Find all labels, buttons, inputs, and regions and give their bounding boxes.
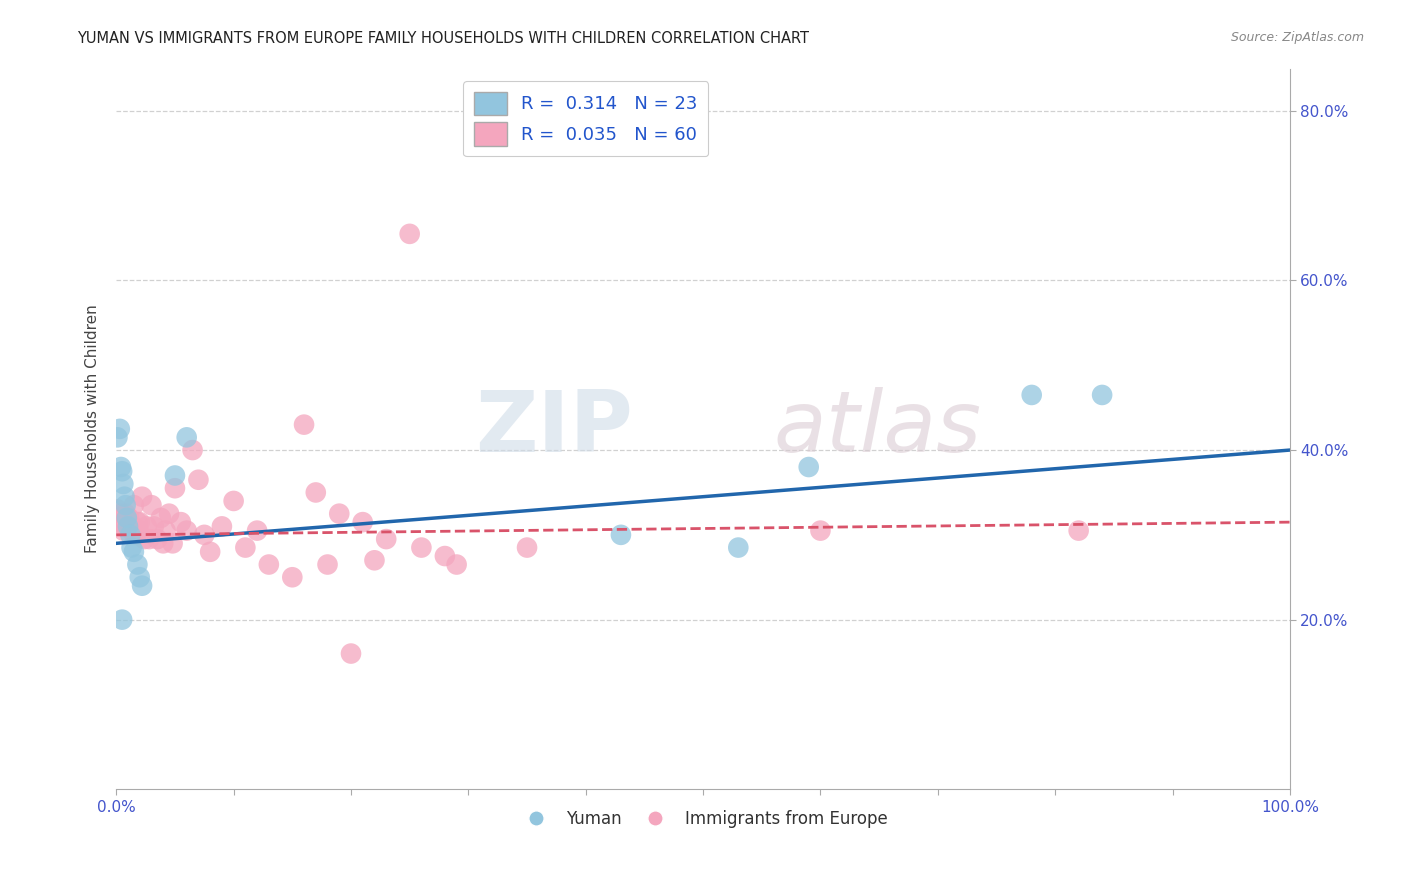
Text: ZIP: ZIP	[475, 387, 633, 470]
Point	[316, 558, 339, 572]
Point	[152, 536, 174, 550]
Point	[257, 558, 280, 572]
Point	[516, 541, 538, 555]
Point	[211, 519, 233, 533]
Point	[292, 417, 315, 432]
Point	[149, 511, 172, 525]
Point	[127, 515, 149, 529]
Point	[433, 549, 456, 563]
Point	[163, 481, 186, 495]
Point	[114, 498, 136, 512]
Point	[187, 473, 209, 487]
Point	[142, 519, 165, 533]
Point	[135, 519, 157, 533]
Point	[121, 541, 143, 555]
Point	[610, 528, 633, 542]
Point	[131, 490, 153, 504]
Point	[118, 511, 141, 525]
Point	[198, 545, 221, 559]
Point	[112, 477, 135, 491]
Point	[138, 532, 160, 546]
Point	[110, 507, 132, 521]
Point	[114, 490, 136, 504]
Point	[375, 532, 398, 546]
Point	[114, 515, 136, 529]
Point	[446, 558, 468, 572]
Point	[122, 498, 145, 512]
Point	[181, 443, 204, 458]
Point	[121, 519, 143, 533]
Point	[124, 524, 146, 538]
Point	[108, 515, 131, 529]
Point	[146, 532, 169, 546]
Point	[128, 524, 150, 538]
Point	[398, 227, 420, 241]
Point	[115, 519, 138, 533]
Point	[222, 494, 245, 508]
Point	[727, 541, 749, 555]
Text: atlas: atlas	[773, 387, 981, 470]
Point	[797, 460, 820, 475]
Point	[120, 519, 142, 533]
Point	[128, 570, 150, 584]
Point	[117, 515, 139, 529]
Point	[134, 532, 156, 546]
Point	[340, 647, 363, 661]
Point	[1091, 388, 1114, 402]
Point	[363, 553, 385, 567]
Point	[122, 545, 145, 559]
Text: YUMAN VS IMMIGRANTS FROM EUROPE FAMILY HOUSEHOLDS WITH CHILDREN CORRELATION CHAR: YUMAN VS IMMIGRANTS FROM EUROPE FAMILY H…	[77, 31, 810, 46]
Point	[107, 430, 129, 444]
Point	[1021, 388, 1043, 402]
Point	[1067, 524, 1090, 538]
Point	[810, 524, 832, 538]
Point	[110, 460, 132, 475]
Point	[121, 524, 143, 538]
Point	[141, 498, 163, 512]
Point	[125, 528, 148, 542]
Point	[112, 524, 135, 538]
Point	[411, 541, 433, 555]
Point	[155, 524, 177, 538]
Point	[246, 524, 269, 538]
Point	[176, 524, 198, 538]
Point	[117, 519, 139, 533]
Point	[111, 464, 134, 478]
Y-axis label: Family Households with Children: Family Households with Children	[86, 304, 100, 553]
Point	[328, 507, 350, 521]
Point	[176, 430, 198, 444]
Point	[115, 511, 138, 525]
Point	[163, 468, 186, 483]
Point	[235, 541, 257, 555]
Legend: Yuman, Immigrants from Europe: Yuman, Immigrants from Europe	[512, 804, 894, 835]
Point	[281, 570, 304, 584]
Point	[114, 507, 136, 521]
Point	[305, 485, 328, 500]
Point	[107, 502, 129, 516]
Point	[111, 519, 134, 533]
Point	[111, 613, 134, 627]
Point	[170, 515, 193, 529]
Point	[108, 422, 131, 436]
Point	[352, 515, 374, 529]
Point	[162, 536, 184, 550]
Point	[107, 511, 129, 525]
Point	[120, 528, 142, 542]
Point	[128, 515, 150, 529]
Point	[193, 528, 215, 542]
Point	[127, 558, 149, 572]
Text: Source: ZipAtlas.com: Source: ZipAtlas.com	[1230, 31, 1364, 45]
Point	[157, 507, 180, 521]
Point	[131, 579, 153, 593]
